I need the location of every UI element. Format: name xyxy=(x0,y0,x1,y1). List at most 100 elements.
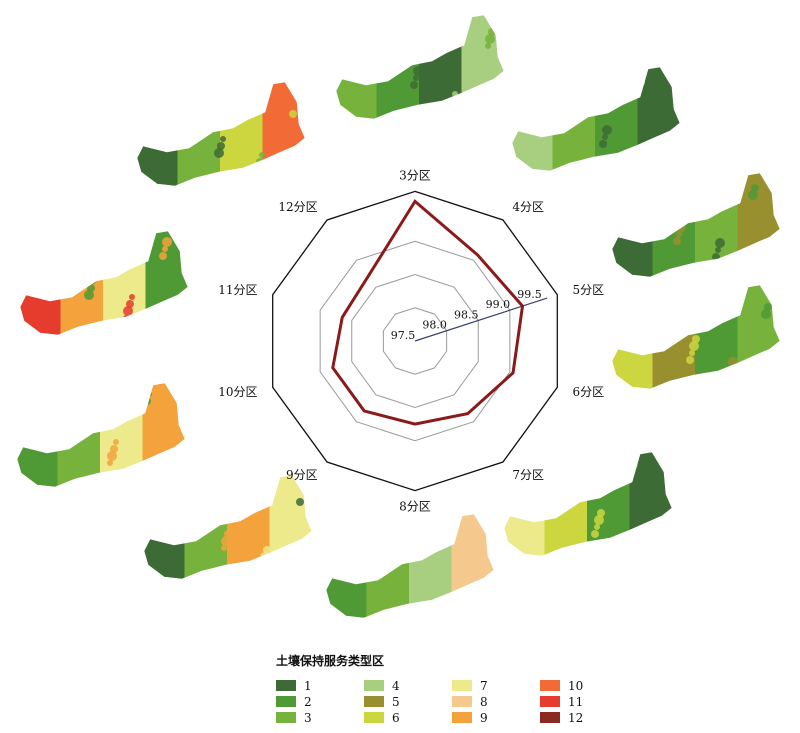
map-patch xyxy=(561,487,567,493)
map-patch xyxy=(530,81,536,87)
category-label: 10分区 xyxy=(218,385,257,399)
map-patch xyxy=(761,309,771,319)
map-patch xyxy=(650,334,656,340)
legend-label: 8 xyxy=(480,695,488,709)
map-patch xyxy=(354,546,362,554)
map-patch xyxy=(679,216,687,224)
map-patch xyxy=(485,34,495,44)
map-patch xyxy=(51,253,61,263)
legend-label: 6 xyxy=(392,711,400,725)
map-zone xyxy=(737,173,780,277)
map-patch xyxy=(563,118,569,124)
map-patch xyxy=(468,524,474,530)
map-patch xyxy=(181,120,187,126)
map-patch xyxy=(341,22,347,28)
map-zone xyxy=(366,514,410,618)
map-patch xyxy=(594,524,600,530)
map-patch xyxy=(220,136,226,142)
map-patch xyxy=(374,50,384,60)
map-patch xyxy=(35,407,41,413)
radar-grid-ring xyxy=(319,240,511,442)
map-patch xyxy=(145,89,153,97)
legend-swatch xyxy=(276,696,296,707)
map-patch xyxy=(178,126,186,134)
map-patch xyxy=(689,341,699,351)
map-patch xyxy=(633,540,639,546)
map-zone xyxy=(142,383,185,487)
map-patch xyxy=(74,423,80,429)
map-patch xyxy=(159,252,167,260)
map-patch xyxy=(446,103,456,113)
map-patch xyxy=(429,584,439,594)
category-label: 9分区 xyxy=(286,468,318,482)
map-patch xyxy=(638,156,646,164)
region-map xyxy=(136,81,306,187)
region-map xyxy=(511,66,681,172)
legend-label: 12 xyxy=(568,711,583,725)
map-patch xyxy=(641,150,647,156)
map-zone xyxy=(695,173,739,277)
map-zone xyxy=(652,285,696,389)
map-zone xyxy=(629,452,672,556)
map-zone xyxy=(137,82,179,186)
legend-label: 11 xyxy=(568,695,583,709)
map-patch xyxy=(257,482,265,490)
map-zone xyxy=(695,285,739,389)
map-zone xyxy=(177,82,221,186)
legend-swatch xyxy=(276,712,296,723)
map-patch xyxy=(410,81,418,89)
map-patch xyxy=(181,111,191,121)
map-patch xyxy=(396,556,402,562)
map-patch xyxy=(637,215,643,221)
map-patch xyxy=(142,95,152,105)
map-patch xyxy=(602,125,612,135)
map-patch xyxy=(142,104,148,110)
map-zone xyxy=(419,15,463,119)
map-patch xyxy=(71,429,79,437)
map-patch xyxy=(188,508,194,514)
category-label: 6分区 xyxy=(573,385,605,399)
legend-swatch xyxy=(452,712,472,723)
map-patch xyxy=(715,247,721,253)
map-outline xyxy=(335,14,505,120)
map-patch xyxy=(748,190,758,200)
legend-swatch xyxy=(364,712,384,723)
map-outline xyxy=(143,474,313,580)
map-outline xyxy=(503,451,673,557)
map-patch xyxy=(68,435,78,445)
legend-swatch xyxy=(364,680,384,691)
map-outline xyxy=(511,66,681,172)
map-patch xyxy=(107,460,113,466)
radar-data-point xyxy=(466,412,469,415)
map-patch xyxy=(656,313,662,319)
map-patch xyxy=(555,499,565,509)
map-patch xyxy=(390,568,400,578)
map-patch xyxy=(185,514,193,522)
radar-data-point xyxy=(362,409,366,413)
map-patch xyxy=(637,206,647,216)
radar-chart: 97.5 98.0 98.5 99.0 99.5 3分区 4分区 5分区 6分区 7分区 8分区 9分… xyxy=(218,168,604,513)
map-zone xyxy=(652,173,696,277)
radar-data-point xyxy=(521,304,524,308)
legend-swatch xyxy=(452,680,472,691)
map-zone xyxy=(612,173,654,277)
map-patch xyxy=(113,439,119,445)
map-zone xyxy=(184,475,228,579)
map-patch xyxy=(617,297,623,303)
radial-tick-label: 99.0 xyxy=(486,298,511,311)
region-map xyxy=(143,474,313,580)
region-maps xyxy=(16,14,781,619)
map-patch xyxy=(129,294,135,300)
category-label: 8分区 xyxy=(399,500,431,514)
legend-title: 土壤保持服务类型区 xyxy=(276,653,384,668)
map-patch xyxy=(728,357,738,367)
radar-data-point xyxy=(341,316,344,319)
map-zone xyxy=(612,285,654,389)
map-patch xyxy=(516,483,526,493)
map-patch xyxy=(48,268,56,276)
map-patch xyxy=(725,372,733,380)
radial-tick-label: 97.5 xyxy=(391,329,416,342)
map-patch xyxy=(527,87,535,95)
map-zone xyxy=(20,231,62,335)
map-patch xyxy=(259,152,265,158)
